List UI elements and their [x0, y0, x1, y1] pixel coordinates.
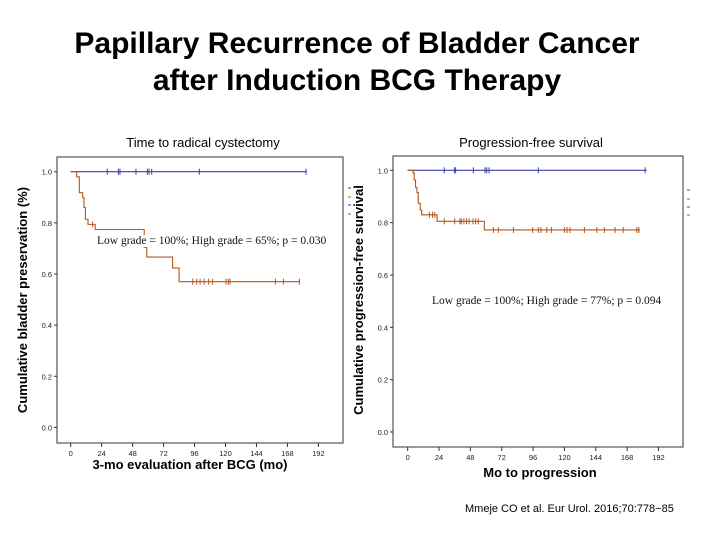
x-tick-label: 120 — [558, 453, 571, 462]
x-tick-label: 144 — [590, 453, 603, 462]
y-tick-label: 0.8 — [378, 219, 388, 228]
x-tick-label: 48 — [128, 449, 136, 458]
y-tick-label: 0.6 — [42, 270, 52, 279]
y-tick-label: 0.0 — [42, 423, 52, 432]
x-tick-label: 24 — [435, 453, 443, 462]
x-tick-label: 192 — [652, 453, 665, 462]
survival-curve-2 — [70, 171, 300, 283]
x-tick-label: 0 — [69, 449, 73, 458]
chart-title: Progression-free survival — [459, 135, 603, 150]
plot-frame — [56, 156, 344, 444]
annotation-text: Low grade = 100%; High grade = 77%; p = … — [432, 295, 662, 307]
x-tick-label: 48 — [466, 453, 474, 462]
y-axis-label: Cumulative bladder preservation (%) — [15, 187, 30, 413]
x-tick-label: 96 — [190, 449, 198, 458]
x-tick-label: 144 — [250, 449, 263, 458]
annotation-text: Low grade = 100%; High grade = 65%; p = … — [97, 235, 327, 247]
y-tick-label: 1.0 — [42, 168, 52, 177]
x-tick-label: 192 — [312, 449, 325, 458]
x-tick-label: 120 — [219, 449, 232, 458]
x-axis-label: Mo to progression — [483, 465, 596, 480]
chart-2: Progression-free survival Mo to progressi… — [351, 135, 690, 480]
y-tick-label: 0.4 — [378, 323, 388, 332]
x-axis-label: 3-mo evaluation after BCG (mo) — [92, 457, 287, 472]
y-tick-label: 0.4 — [42, 321, 52, 330]
x-tick-label: 96 — [529, 453, 537, 462]
annotation-background — [95, 235, 329, 247]
y-tick-label: 1.0 — [378, 166, 388, 175]
x-tick-label: 72 — [498, 453, 506, 462]
x-tick-label: 24 — [97, 449, 105, 458]
y-tick-label: 0.0 — [378, 428, 388, 437]
x-tick-label: 0 — [406, 453, 410, 462]
slide-title-line1: Papillary Recurrence of Bladder Cancer — [74, 27, 640, 60]
y-tick-label: 0.2 — [42, 372, 52, 381]
y-axis-label: Cumulative progression-free survival — [351, 185, 366, 415]
survival-curve-2 — [407, 169, 641, 231]
citation: Mmeje CO et al. Eur Urol. 2016;70:778−85 — [465, 503, 674, 515]
y-tick-label: 0.6 — [378, 271, 388, 280]
slide-title-line2: after Induction BCG Therapy — [152, 64, 562, 97]
y-tick-label: 0.8 — [42, 219, 52, 228]
chart-title: Time to radical cystectomy — [126, 135, 280, 150]
x-tick-label: 168 — [621, 453, 634, 462]
chart-1: Time to radical cystectomy 3-mo evaluatio… — [15, 135, 351, 472]
y-tick-label: 0.2 — [378, 376, 388, 385]
annotation-background — [430, 295, 664, 307]
x-tick-label: 168 — [281, 449, 294, 458]
x-tick-label: 72 — [159, 449, 167, 458]
